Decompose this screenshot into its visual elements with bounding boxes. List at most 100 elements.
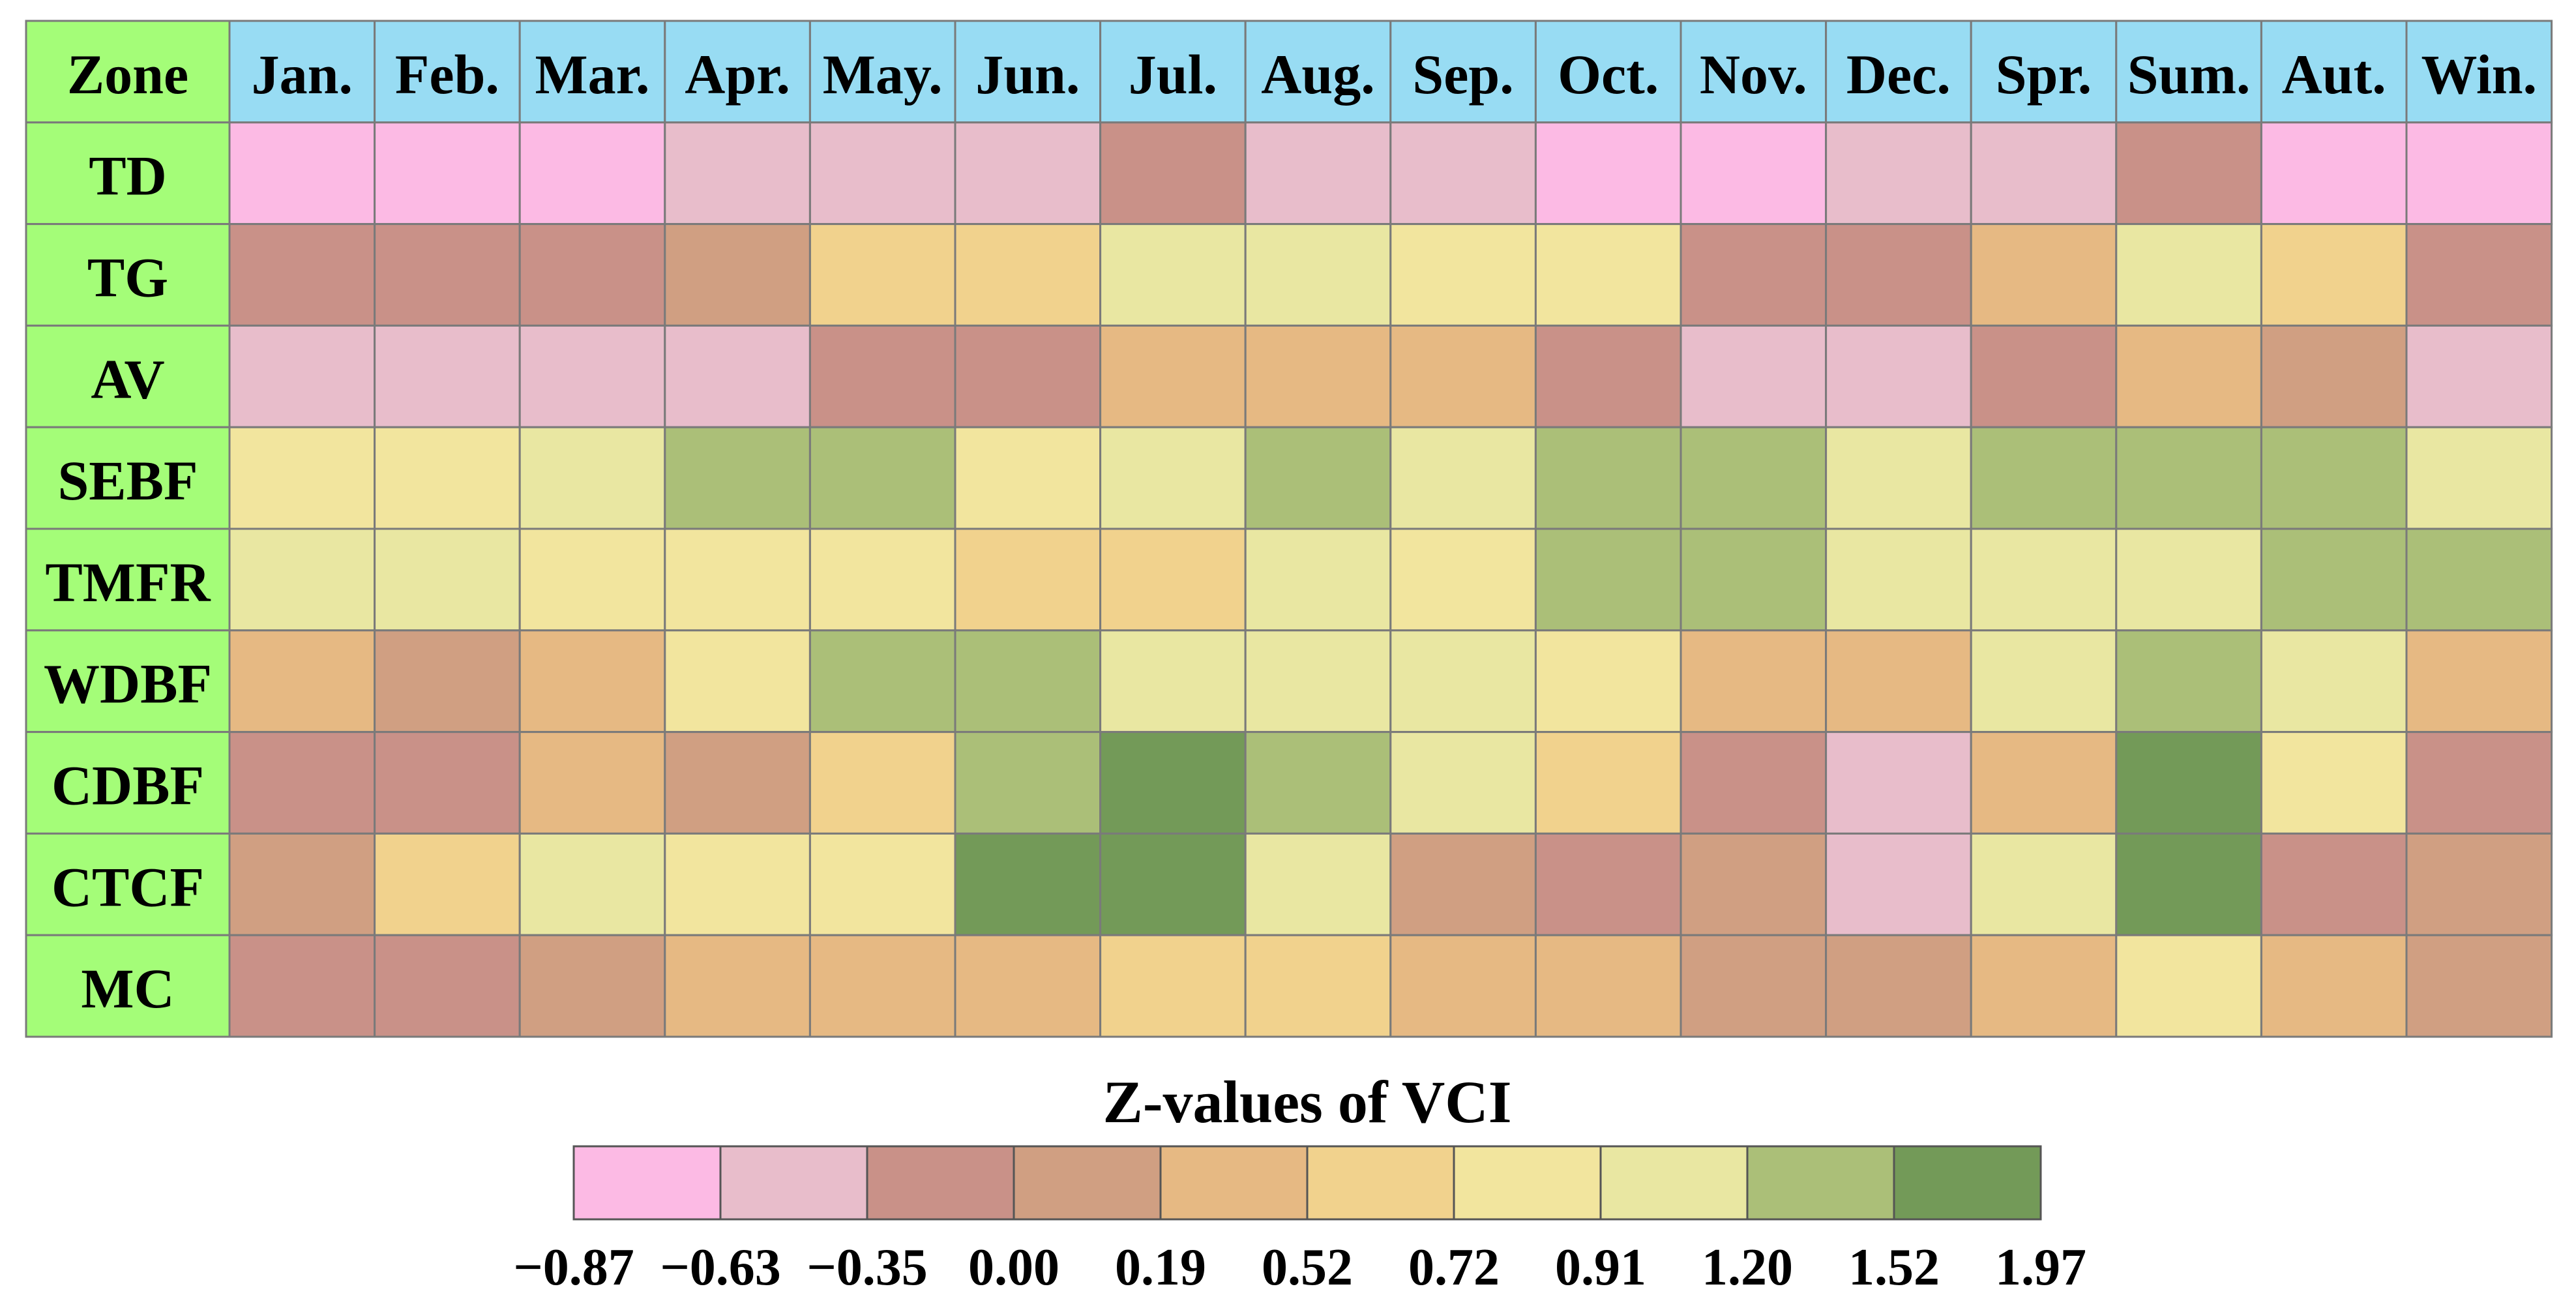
heatmap-cell	[2115, 629, 2262, 734]
row-label: SEBF	[57, 449, 198, 512]
heatmap-cell	[1680, 121, 1828, 226]
column-headers: Jan. Feb. Mar. Apr. May. Jun. Jul. Aug. Sep. Oct.…	[228, 20, 2553, 124]
column-header-label: Oct.	[1558, 43, 1659, 106]
colorbar-swatch	[1453, 1145, 1602, 1221]
heatmap-cell	[808, 731, 956, 835]
heatmap-cell	[1244, 832, 1392, 936]
column-header-label: Jun.	[975, 43, 1080, 106]
heatmap-cell	[808, 832, 956, 936]
row-label-cell	[25, 223, 231, 327]
heatmap-cell	[2115, 121, 2262, 226]
heatmap-cell	[1970, 934, 2118, 1038]
header-row: Zone	[25, 20, 231, 124]
heatmap-cell	[664, 629, 811, 734]
column-header-label: Aut.	[2282, 43, 2386, 106]
heatmap-cell	[954, 324, 1102, 428]
column-header-label: Feb.	[395, 43, 499, 106]
heatmap-cell	[2260, 121, 2408, 226]
heatmap-cell	[2115, 934, 2262, 1038]
heatmap-cell	[1389, 324, 1537, 428]
heatmap-cell	[518, 731, 666, 835]
row-label: TG	[87, 246, 168, 309]
row-label-cell	[25, 324, 231, 428]
colorbar	[572, 1145, 2042, 1221]
corner-label: Zone	[67, 43, 188, 106]
heatmap-cell	[228, 629, 376, 734]
heatmap-cell	[518, 832, 666, 936]
heatmap-cell	[518, 629, 666, 734]
colorbar-swatch	[1159, 1145, 1309, 1221]
heatmap-cell	[1825, 121, 1972, 226]
heatmap-cell	[374, 731, 521, 835]
colorbar-tick-label: 0.72	[1408, 1239, 1500, 1296]
row-label: MC	[81, 957, 174, 1020]
heatmap-cell	[228, 934, 376, 1038]
colorbar-tick-label: 1.97	[1995, 1239, 2086, 1296]
heatmap-cell	[808, 426, 956, 530]
column-header-label: Mar.	[535, 43, 650, 106]
colorbar-tick-label: −0.35	[807, 1239, 928, 1296]
heatmap-cell	[374, 426, 521, 530]
heatmap-cell	[1389, 731, 1537, 835]
column-header-cell	[374, 20, 521, 124]
heatmap-cell	[1244, 426, 1392, 530]
heatmap-cell	[954, 934, 1102, 1038]
heatmap-cell	[1680, 629, 1828, 734]
heatmap-cell	[2405, 934, 2553, 1038]
heatmap-cell	[808, 934, 956, 1038]
heatmap-cell	[1244, 223, 1392, 327]
heatmap-cell	[374, 832, 521, 936]
heatmap-cell	[518, 121, 666, 226]
column-header-label: Nov.	[1700, 43, 1807, 106]
column-header-cell	[1099, 20, 1247, 124]
heatmap-cell	[1825, 731, 1972, 835]
heatmap-cell	[1534, 121, 1682, 226]
heatmap-cell	[1534, 629, 1682, 734]
heatmap-cell	[2405, 121, 2553, 226]
heatmap-cell	[1099, 324, 1247, 428]
heatmap-cell	[1389, 934, 1537, 1038]
heatmap-cell	[1099, 731, 1247, 835]
heatmap-cell	[664, 223, 811, 327]
heatmap-cell	[2260, 528, 2408, 632]
row-label: CTCF	[52, 855, 204, 918]
column-header-label: May.	[823, 43, 943, 106]
heatmap-cell	[1099, 426, 1247, 530]
colorbar-swatch	[1893, 1145, 2042, 1221]
heatmap-cell	[808, 629, 956, 734]
heatmap-cell	[1389, 832, 1537, 936]
heatmap-cell	[228, 121, 376, 226]
heatmap-cell	[1970, 426, 2118, 530]
column-header-cell	[808, 20, 956, 124]
heatmap-cell	[518, 528, 666, 632]
heatmap-cell	[1389, 121, 1537, 226]
heatmap-cell	[2405, 731, 2553, 835]
heatmap-cell	[1389, 223, 1537, 327]
row-labels: TD TG AV SEBF TMFR WDBF CDBF CTCF MC	[25, 121, 231, 1038]
colorbar-tick-label: −0.63	[660, 1239, 781, 1296]
heatmap-cell	[1099, 832, 1247, 936]
heatmap-cell	[954, 731, 1102, 835]
heatmap-cell	[1099, 223, 1247, 327]
heatmap-cell	[1099, 934, 1247, 1038]
heatmap-cell	[1099, 629, 1247, 734]
heatmap-cell	[1825, 934, 1972, 1038]
heatmap-cell	[1534, 934, 1682, 1038]
row-label-cell	[25, 121, 231, 226]
heatmap-cell	[1389, 426, 1537, 530]
heatmap-cell	[1389, 629, 1537, 734]
heatmap-cell	[2115, 324, 2262, 428]
colorbar-swatch	[866, 1145, 1015, 1221]
colorbar-ticks: −0.87 −0.63 −0.35 0.00 0.19 0.52 0.72 0.91 1.20 1…	[513, 1239, 2086, 1296]
heatmap-cell	[1099, 528, 1247, 632]
heatmap-cell	[1680, 223, 1828, 327]
heatmap-cell	[664, 731, 811, 835]
heatmap-cell	[808, 223, 956, 327]
colorbar-swatch	[719, 1145, 868, 1221]
heatmap-cell	[1534, 223, 1682, 327]
row-label-cell	[25, 629, 231, 734]
row-label-cell	[25, 832, 231, 936]
heatmap-cell	[518, 324, 666, 428]
heatmap-cell	[2260, 324, 2408, 428]
